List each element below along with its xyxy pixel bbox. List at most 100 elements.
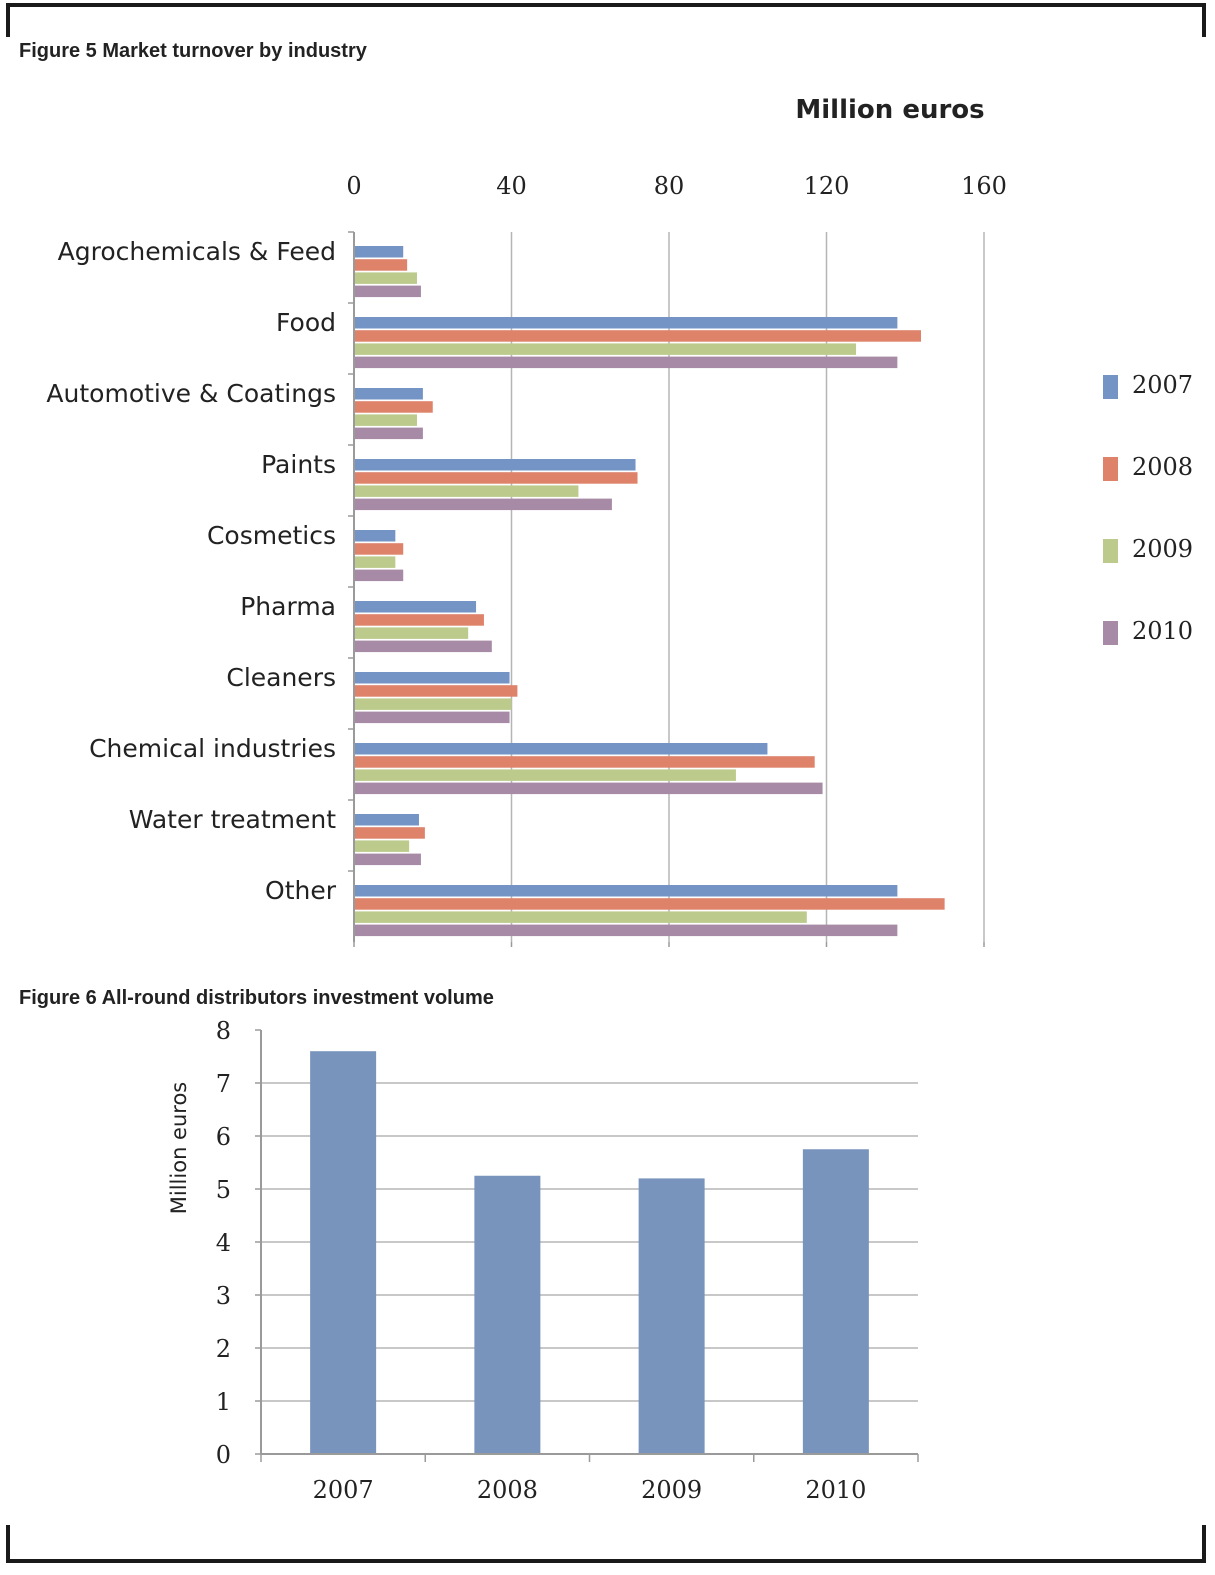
figure5-bar-cleaners-2008 (355, 685, 518, 697)
figure5-legend-label-2009: 2009 (1132, 535, 1193, 563)
figure5-bar-other-2007 (355, 885, 898, 897)
figure5-bar-cleaners-2009 (355, 698, 512, 710)
figure5-bar-food-2007 (355, 317, 898, 329)
figure6-bar-2009 (638, 1178, 705, 1454)
figure5-bar-pharma-2007 (355, 601, 477, 613)
figure5-category-label-pharma: Pharma (240, 592, 336, 621)
figure5-bar-cleaners-2010 (355, 711, 510, 724)
frame-bottom-right-corner (1202, 1525, 1206, 1563)
figure5-bar-chemical-industries-2007 (355, 743, 768, 755)
figure6-y-tick-label: 6 (216, 1123, 231, 1151)
figure5-category-label-other: Other (265, 876, 337, 905)
figure6-axis (255, 1029, 919, 1462)
figure6-x-tick-label-2009: 2009 (641, 1476, 702, 1504)
figure5-legend-swatch-2007 (1103, 375, 1118, 399)
figure5-axis (348, 231, 985, 947)
figure6-x-tick-label-2008: 2008 (477, 1476, 538, 1504)
figure6-y-tick-label: 1 (216, 1388, 231, 1416)
figure5-bar-automotive-coatings-2010 (355, 427, 423, 440)
figure5-category-label-chemical-industries: Chemical industries (89, 734, 336, 763)
figure5-category-label-food: Food (276, 308, 336, 337)
figure6-y-axis-title: Million euros (167, 1082, 191, 1214)
figure5-bar-pharma-2010 (355, 640, 492, 653)
figure5-bar-water-treatment-2010 (355, 853, 421, 866)
figure5-bar-water-treatment-2009 (355, 840, 410, 852)
figure6-bar-2008 (474, 1175, 541, 1454)
figure5-x-tick-label: 160 (961, 172, 1007, 200)
figure5-bar-cosmetics-2009 (355, 556, 396, 568)
figure5-bar-agrochemicals-feed-2007 (355, 246, 404, 258)
figure5-bar-other-2009 (355, 911, 807, 923)
figure5-category-label-automotive-coatings: Automotive & Coatings (46, 379, 336, 408)
figure6-bars (310, 1051, 869, 1454)
figure6-bar-2007 (310, 1051, 377, 1454)
figure5-legend-swatch-2010 (1103, 621, 1118, 645)
figure5-legend: 2007 2008 2009 2010 (1103, 371, 1193, 645)
figure5-category-label-paints: Paints (261, 450, 336, 479)
figure5-bar-pharma-2008 (355, 614, 484, 626)
figure5-title: Figure 5 Market turnover by industry (19, 40, 367, 62)
figure6-y-tick-label: 7 (216, 1070, 231, 1098)
frame-top-border (6, 3, 1206, 7)
figure6-x-tick-label-2007: 2007 (313, 1476, 374, 1504)
figure5-category-label-water-treatment: Water treatment (129, 805, 336, 834)
figure5-bar-automotive-coatings-2007 (355, 388, 423, 400)
frame-bottom-left-corner (6, 1525, 10, 1563)
figure6-x-tick-label-2010: 2010 (805, 1476, 866, 1504)
figure5-category-labels: Agrochemicals & Feed Food Automotive & Coa… (46, 237, 336, 905)
figure5-bar-cosmetics-2007 (355, 530, 396, 542)
figure5-chart: Million euros Agrochemicals & Feed Food Au… (46, 95, 1193, 947)
figure5-x-tick-label: 80 (654, 172, 685, 200)
figure6-bar-2010 (802, 1149, 869, 1454)
figure5-bar-agrochemicals-feed-2008 (355, 259, 408, 271)
figure6-y-tick-label: 8 (216, 1017, 231, 1045)
frame-bottom-border (6, 1559, 1206, 1563)
figure6-title: Figure 6 All-round distributors investme… (19, 987, 494, 1009)
figure5-legend-swatch-2009 (1103, 539, 1118, 563)
figure5-x-tick-label: 120 (804, 172, 850, 200)
figure5-bar-food-2010 (355, 356, 898, 369)
figure5-unit-label: Million euros (795, 95, 984, 125)
figure6-y-tick-label: 4 (216, 1229, 231, 1257)
figure5-category-label-cosmetics: Cosmetics (207, 521, 336, 550)
figure5-bar-cosmetics-2010 (355, 569, 404, 582)
figure5-bar-other-2010 (355, 924, 898, 937)
figure5-bar-pharma-2009 (355, 627, 469, 639)
figure5-category-label-cleaners: Cleaners (226, 663, 336, 692)
figure5-bar-agrochemicals-feed-2009 (355, 272, 417, 284)
figure5-bar-paints-2007 (355, 459, 636, 471)
frame-top-left-corner (6, 3, 10, 37)
figure5-bar-water-treatment-2008 (355, 827, 425, 839)
figure5-legend-swatch-2008 (1103, 457, 1118, 481)
figure5-x-tick-label: 0 (346, 172, 361, 200)
figure5-bar-agrochemicals-feed-2010 (355, 285, 421, 298)
figure5-bar-automotive-coatings-2008 (355, 401, 433, 413)
figure5-bar-chemical-industries-2010 (355, 782, 823, 795)
figure5-bar-chemical-industries-2009 (355, 769, 736, 781)
figure6-y-tick-label: 3 (216, 1282, 231, 1310)
figure5-legend-label-2008: 2008 (1132, 453, 1193, 481)
figure5-bar-water-treatment-2007 (355, 814, 419, 826)
figure5-legend-label-2010: 2010 (1132, 617, 1193, 645)
figure5-bar-automotive-coatings-2009 (355, 414, 417, 426)
figure5-bar-paints-2009 (355, 485, 579, 497)
figure5-bar-cosmetics-2008 (355, 543, 404, 555)
figure6-y-tick-label: 2 (216, 1335, 231, 1363)
frame-top-right-corner (1202, 3, 1206, 37)
figure5-legend-label-2007: 2007 (1132, 371, 1193, 399)
figure5-bar-food-2008 (355, 330, 921, 342)
figure5-bar-chemical-industries-2008 (355, 756, 815, 768)
figure5-tick-labels: 0 40 80 120 160 (346, 172, 1007, 200)
figure6-y-tick-label: 5 (216, 1176, 231, 1204)
figure6-y-tick-label: 0 (216, 1441, 231, 1469)
figure5-bar-paints-2008 (355, 472, 638, 484)
figure6-tick-labels: 0 1 2 3 4 5 6 7 8 2007 2008 2009 2010 (216, 1017, 867, 1504)
figure5-bar-paints-2010 (355, 498, 612, 511)
figure5-bars (355, 246, 945, 937)
figure5-category-label-agrochemicals-feed: Agrochemicals & Feed (58, 237, 336, 266)
figure5-bar-other-2008 (355, 898, 945, 910)
figure5-bar-food-2009 (355, 343, 857, 355)
figure5-x-tick-label: 40 (496, 172, 527, 200)
figure5-bar-cleaners-2007 (355, 672, 510, 684)
